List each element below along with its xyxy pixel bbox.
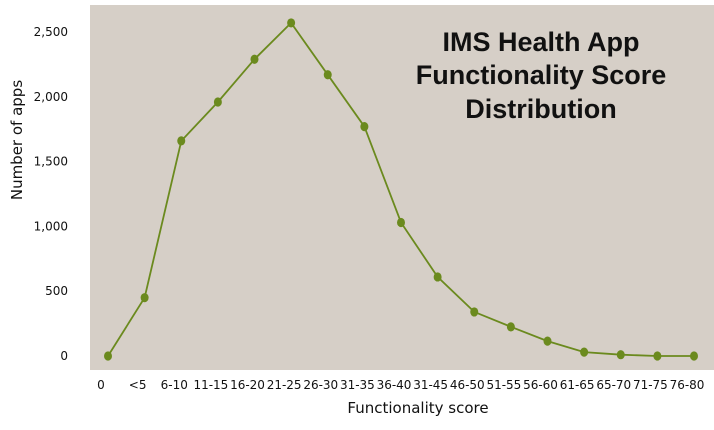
below-plot-white-strip xyxy=(430,408,585,430)
x-tick-label: 71-75 xyxy=(633,378,668,392)
x-tick-label: 36-40 xyxy=(377,378,412,392)
y-tick-label: 2,000 xyxy=(34,90,68,104)
data-point xyxy=(506,322,515,332)
data-point xyxy=(213,97,222,107)
y-axis-ticks: 0 500 1,000 1,500 2,000 2,500 xyxy=(34,25,68,363)
x-tick-label: 6-10 xyxy=(161,378,188,392)
chart-title-line-2: Functionality Score xyxy=(416,60,667,90)
data-point xyxy=(140,293,149,303)
x-tick-label: 46-50 xyxy=(450,378,485,392)
data-point xyxy=(433,272,442,282)
y-tick-label: 1,000 xyxy=(34,219,68,233)
x-tick-label: 65-70 xyxy=(596,378,631,392)
data-point xyxy=(653,351,662,361)
y-tick-label: 2,500 xyxy=(34,25,68,39)
x-tick-label: 76-80 xyxy=(670,378,705,392)
x-axis-label: Functionality score xyxy=(347,399,488,417)
chart-title-line-1: IMS Health App xyxy=(442,27,639,57)
x-axis-ticks: 0 <5 6-10 11-15 16-20 21-25 26-30 31-35 36-40 31-… xyxy=(97,378,704,392)
data-point xyxy=(360,122,369,132)
x-tick-label: 31-45 xyxy=(413,378,448,392)
y-tick-label: 0 xyxy=(60,349,68,363)
data-point xyxy=(104,351,112,361)
data-point xyxy=(250,54,259,64)
x-tick-label: 56-60 xyxy=(523,378,558,392)
chart-title-line-3: Distribution xyxy=(465,94,616,124)
x-tick-label: 31-35 xyxy=(340,378,375,392)
y-axis-label: Number of apps xyxy=(8,80,26,200)
x-tick-label: <5 xyxy=(129,378,147,392)
data-point xyxy=(177,136,186,146)
data-point xyxy=(543,336,552,346)
data-point xyxy=(287,18,296,28)
plot-area xyxy=(90,5,714,370)
x-tick-label: 51-55 xyxy=(486,378,521,392)
data-point xyxy=(690,351,698,361)
x-tick-label: 11-15 xyxy=(193,378,228,392)
x-tick-label: 61-65 xyxy=(560,378,595,392)
chart-title: IMS Health App Functionality Score Distr… xyxy=(416,27,667,124)
data-point xyxy=(323,70,332,80)
series-line-group xyxy=(104,18,698,361)
x-tick-label: 26-30 xyxy=(303,378,338,392)
data-point xyxy=(616,350,625,360)
data-point xyxy=(470,307,479,317)
data-point xyxy=(580,347,589,357)
x-tick-label: 16-20 xyxy=(230,378,265,392)
y-tick-label: 1,500 xyxy=(34,155,68,169)
data-point xyxy=(397,217,405,228)
x-tick-label: 21-25 xyxy=(267,378,302,392)
x-tick-label: 0 xyxy=(97,378,105,392)
y-tick-label: 500 xyxy=(45,284,68,298)
